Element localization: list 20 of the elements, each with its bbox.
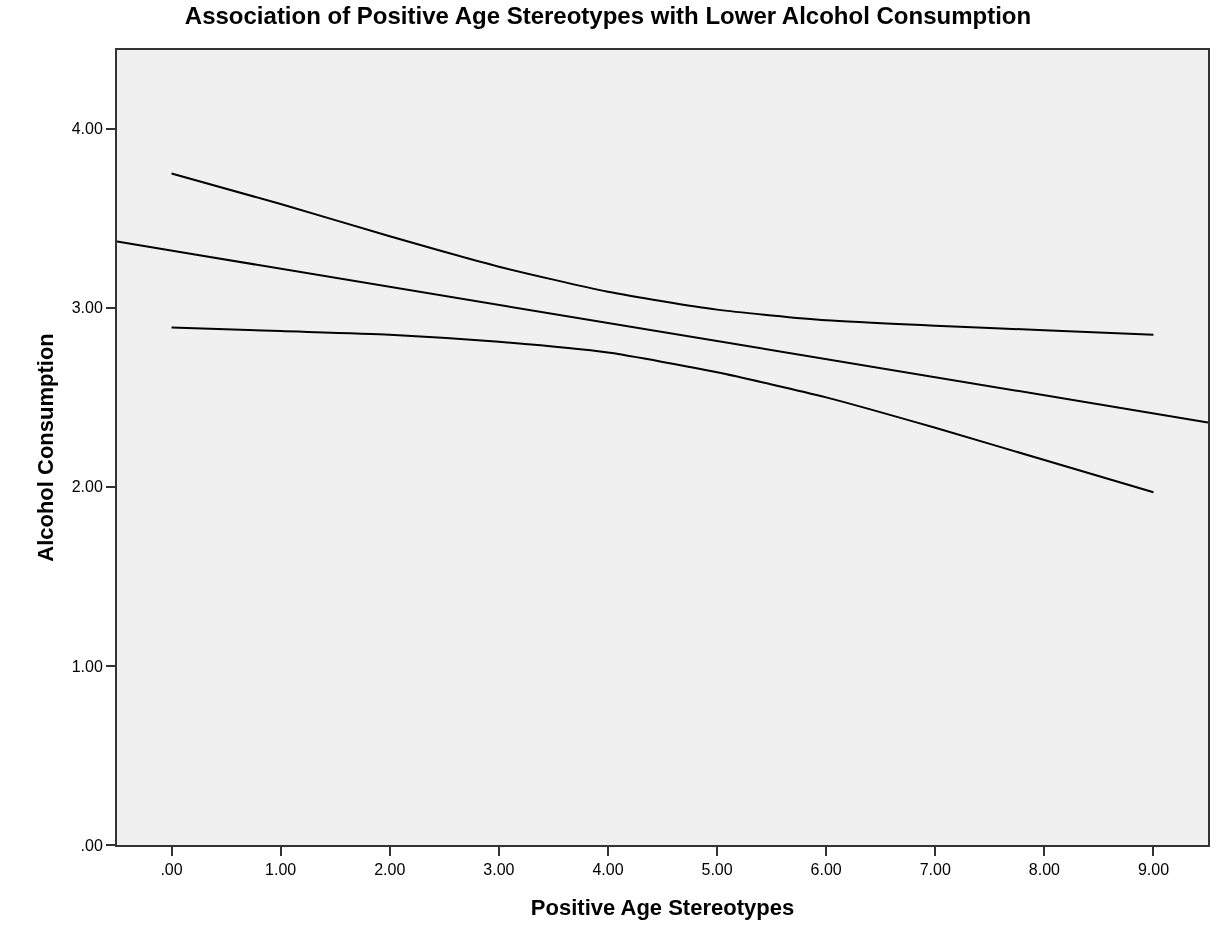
x-tick-label: 9.00 [1137, 861, 1170, 879]
x-tick-label: 1.00 [265, 861, 297, 879]
x-tick-label: 7.00 [919, 861, 951, 879]
x-tick-label: 2.00 [374, 861, 406, 879]
y-tick-label: 1.00 [71, 657, 103, 675]
y-tick-label: 2.00 [71, 478, 103, 496]
chart-title: Association of Positive Age Stereotypes with Lower Alcohol Consumption [184, 2, 1032, 30]
x-tick-label: .00 [160, 861, 183, 879]
y-tick-label: 4.00 [71, 120, 103, 138]
x-tick-label: 5.00 [701, 861, 733, 879]
x-tick-label: 6.00 [810, 861, 842, 879]
x-tick-label: 4.00 [592, 861, 624, 879]
x-tick-label: 3.00 [483, 861, 515, 879]
x-tick-label: 8.00 [1028, 861, 1061, 879]
y-tick-label: .00 [80, 836, 103, 854]
line-series [170, 172, 1155, 336]
y-axis-title: Alcohol Consumption [32, 333, 58, 562]
x-axis-title: Positive Age Stereotypes [530, 894, 795, 920]
y-tick-label: 3.00 [71, 299, 103, 317]
line-series [170, 326, 1155, 494]
